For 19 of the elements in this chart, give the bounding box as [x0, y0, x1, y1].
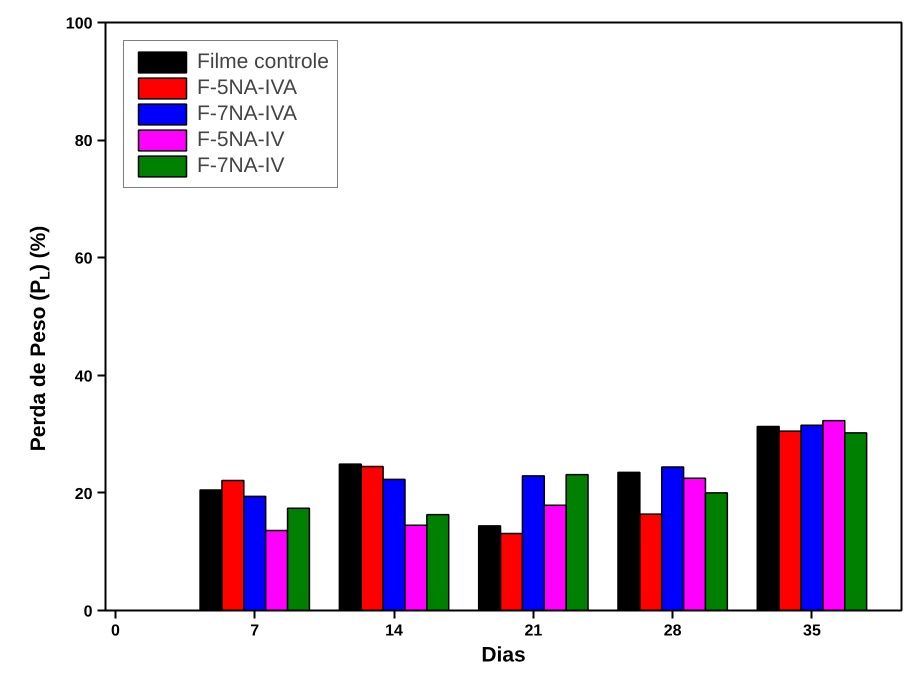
y-tick-label: 80: [74, 133, 93, 150]
x-tick-label: 7: [250, 622, 260, 640]
legend-label: Filme controle: [197, 49, 329, 75]
y-tick-label: 100: [66, 16, 93, 32]
y-axis-title: Perda de Peso (PL) (%): [27, 226, 52, 452]
y-tick-label: 40: [74, 368, 93, 386]
legend-label: F-7NA-IVA: [197, 101, 297, 127]
x-tick-label: 14: [385, 622, 404, 640]
x-tick-label: 21: [524, 622, 542, 640]
x-tick-label: 0: [111, 622, 120, 640]
x-tick-label: 35: [803, 622, 821, 640]
y-tick-label: 60: [74, 250, 93, 268]
y-tick-label: 0: [84, 604, 93, 620]
y-tick-label: 20: [74, 486, 93, 503]
legend-label: F-5NA-IVA: [197, 75, 297, 101]
x-tick-label: 28: [664, 622, 682, 640]
legend-label: F-7NA-IV: [197, 153, 285, 179]
legend-label: F-5NA-IV: [197, 127, 285, 153]
x-axis-title: Dias: [481, 644, 526, 666]
